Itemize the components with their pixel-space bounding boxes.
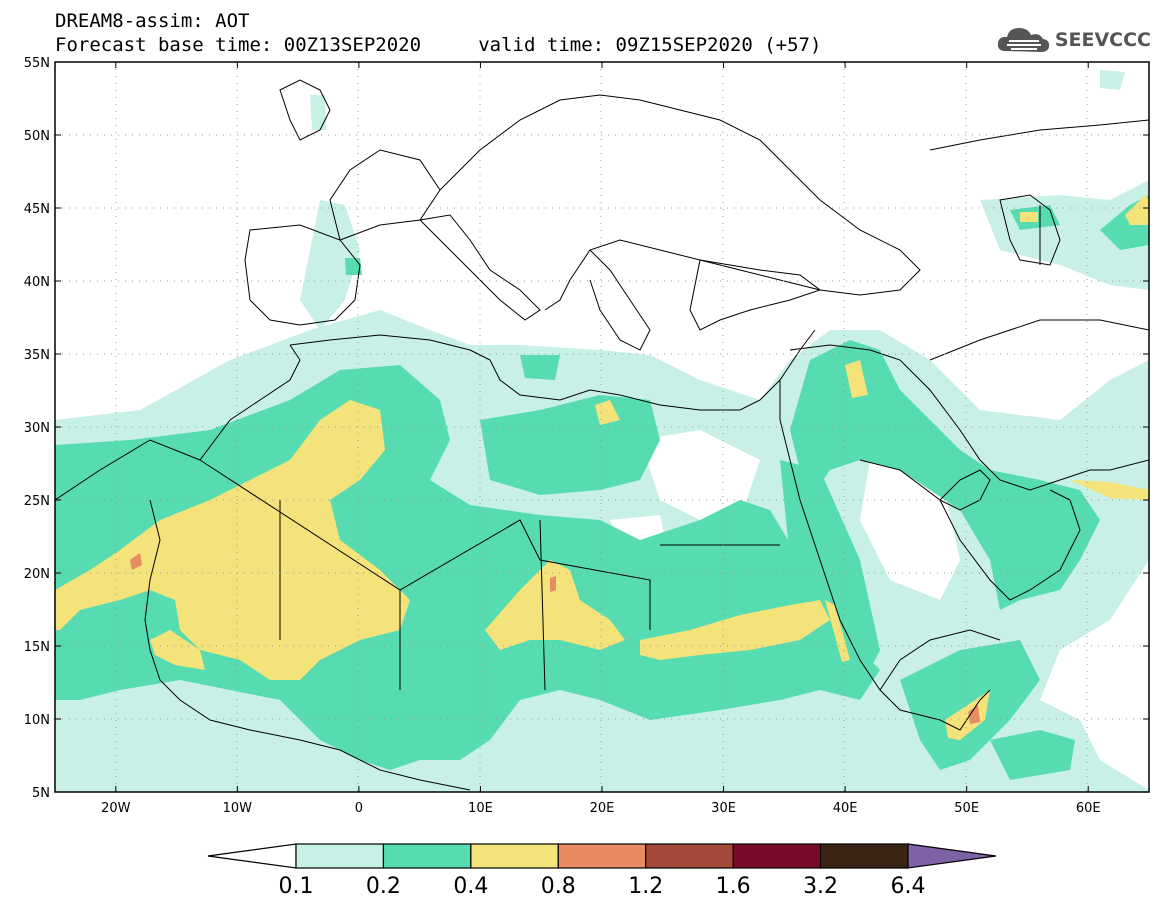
lon-label: 40E [833, 801, 858, 816]
title-line-2: Forecast base time: 00Z13SEP2020 valid t… [55, 34, 822, 56]
aot-level-0.4 [485, 560, 625, 650]
lat-label: 25N [24, 494, 50, 509]
colorbar-box [645, 843, 734, 869]
colorbar-box [382, 843, 472, 869]
graticule [55, 62, 1149, 792]
aot-level-0.1 [980, 180, 1149, 290]
colorbar-box [295, 843, 385, 869]
coastlines [55, 79, 1149, 791]
lat-label: 35N [24, 348, 50, 363]
logo-text: SEEVCCC [1054, 29, 1151, 51]
colorbar-box [819, 843, 909, 869]
lat-label: 10N [24, 713, 50, 728]
aot-level-0.4 [55, 400, 410, 680]
colorbar-label: 0.8 [541, 874, 576, 899]
lon-label: 10W [223, 801, 253, 816]
lon-label: 50E [954, 801, 979, 816]
aot-level-0.1 [310, 95, 326, 130]
aot-level-0.4 [1020, 212, 1038, 222]
colorbar-label: 0.1 [279, 874, 314, 899]
lat-label: 5N [32, 786, 50, 801]
seevccc-logo: SEEVCCC [995, 22, 1151, 58]
aot-level-0.8 [130, 553, 142, 570]
lat-label: 15N [24, 640, 50, 655]
lat-label: 50N [24, 129, 50, 144]
aot-level-0.4 [595, 400, 620, 425]
colorbar-box [557, 843, 647, 869]
aot-level-0.2 [780, 460, 880, 690]
lat-label: 20N [24, 567, 50, 582]
cloud-icon [997, 28, 1049, 52]
aot-level-0.2 [520, 355, 560, 380]
lon-label: 20E [590, 801, 615, 816]
aot-level-0.1 [1100, 70, 1125, 90]
colorbar-arrow-high [907, 843, 997, 869]
aot-level-0.8 [968, 705, 980, 724]
latitude-labels: 55N 50N 45N 40N 35N 30N 25N 20N 15N 10N 5N [24, 56, 1149, 801]
colorbar-label: 6.4 [891, 874, 926, 899]
aot-level-0.4 [1125, 195, 1149, 225]
aot-level-0.4 [150, 630, 205, 670]
colorbar-label: 0.4 [453, 874, 488, 899]
aot-level-0.2 [790, 340, 1100, 610]
aot-level-0.4 [1070, 480, 1149, 500]
lon-label: 0 [355, 801, 363, 816]
colorbar: 0.1 0.2 0.4 0.8 1.2 1.6 3.2 6.4 [207, 843, 997, 899]
aot-level-0.4 [825, 600, 850, 662]
aot-level-0.8 [550, 576, 556, 592]
aot-level-0.1 [300, 200, 360, 330]
colorbar-box [732, 843, 822, 869]
lat-label: 30N [24, 421, 50, 436]
lat-label: 40N [24, 275, 50, 290]
aot-level-0.4 [640, 600, 830, 660]
colorbar-label: 3.2 [803, 874, 838, 899]
aot-level-0.2 [990, 730, 1075, 780]
lon-label: 60E [1076, 801, 1101, 816]
colorbar-label: 1.6 [716, 874, 751, 899]
title-line-1: DREAM8-assim: AOT [55, 10, 250, 32]
colorbar-label: 0.2 [366, 874, 401, 899]
lon-label: 20W [101, 801, 131, 816]
lon-label: 10E [468, 801, 493, 816]
colorbar-arrow-low [207, 843, 297, 869]
aot-level-0.4 [845, 360, 868, 398]
colorbar-box [470, 843, 559, 869]
colorbar-label: 1.2 [628, 874, 663, 899]
aot-field [55, 62, 1149, 792]
longitude-labels: 20W 10W 0 10E 20E 30E 40E 50E 60E [101, 62, 1101, 816]
lat-label: 45N [24, 202, 50, 217]
lat-label: 55N [24, 56, 50, 71]
lon-label: 30E [711, 801, 736, 816]
